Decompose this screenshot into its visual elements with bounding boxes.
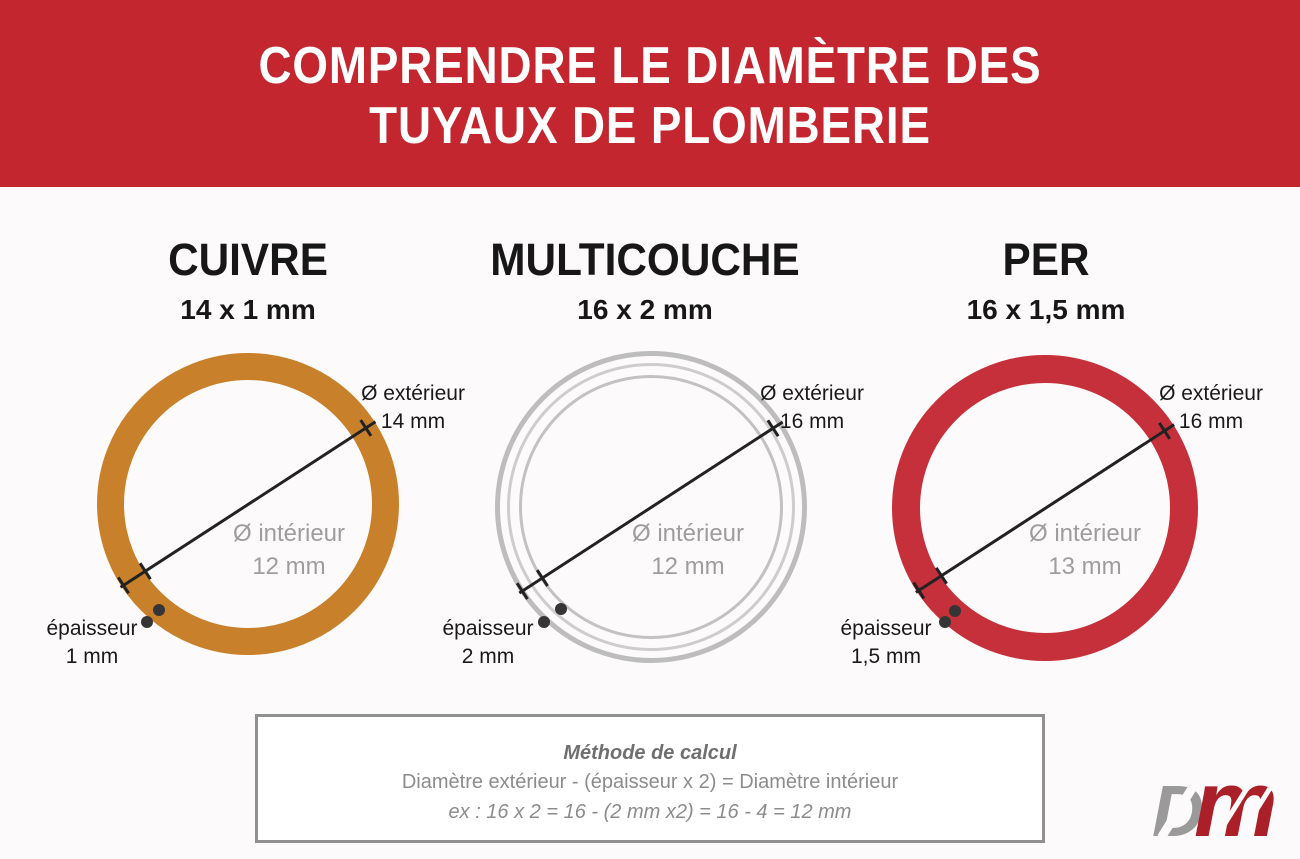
thickness-dot-outer [939,616,951,628]
pipe-ring-multicouche-middle-layer [507,363,795,651]
pipe-dimensions-per: 16 x 1,5 mm [966,294,1126,325]
outer-diameter-value: 14 mm [380,410,446,433]
thickness-value: 2 mm [461,645,515,668]
inner-diameter-text: Ø intérieur [1028,520,1142,547]
outer-diameter-value: 16 mm [1178,410,1244,433]
thickness-dot-inner [555,603,567,615]
thickness-text: épaisseur [840,617,932,640]
page-title-line1: COMPRENDRE LE DIAMÈTRE DES [258,37,1042,95]
thickness-dot-outer [538,616,550,628]
outer-diameter-label-per: Ø extérieur 16 mm [1159,380,1263,436]
inner-diameter-label-per: Ø intérieur 13 mm [1029,517,1141,583]
outer-diameter-label-cuivre: Ø extérieur 14 mm [361,380,465,436]
pipe-name-per: PER [1002,234,1090,285]
inner-diameter-label-multicouche: Ø intérieur 12 mm [632,517,744,583]
outer-diameter-text: Ø extérieur [760,382,864,405]
outer-diameter-text: Ø extérieur [1159,382,1263,405]
pipe-dimensions-multicouche: 16 x 2 mm [577,294,713,325]
pipe-ring-multicouche-inner-layer [519,375,783,639]
inner-diameter-value: 12 mm [651,553,725,580]
outer-diameter-label-multicouche: Ø extérieur 16 mm [760,380,864,436]
thickness-dot-outer [141,616,153,628]
outer-diameter-text: Ø extérieur [361,382,465,405]
page-title-line2: TUYAUX DE PLOMBERIE [369,97,931,155]
pipe-name-cuivre: CUIVRE [168,234,328,285]
inner-diameter-value: 13 mm [1048,553,1122,580]
pipe-name-multicouche: MULTICOUCHE [490,234,800,285]
method-box-title: Méthode de calcul [563,742,737,764]
inner-diameter-label-cuivre: Ø intérieur 12 mm [233,517,345,583]
inner-diameter-text: Ø intérieur [631,520,745,547]
thickness-label-per: épaisseur 1,5 mm [840,615,931,671]
thickness-dot-inner [153,604,165,616]
thickness-label-cuivre: épaisseur 1 mm [46,615,137,671]
method-box: Méthode de calcul Diamètre extérieur - (… [255,714,1045,843]
thickness-value: 1 mm [65,645,119,668]
dm-logo: D m [1152,756,1282,850]
pipe-ring-multicouche [495,351,807,663]
page-title: COMPRENDRE LE DIAMÈTRE DES TUYAUX DE PLO… [78,36,1222,156]
thickness-text: épaisseur [442,617,534,640]
thickness-label-multicouche: épaisseur 2 mm [442,615,533,671]
inner-diameter-text: Ø intérieur [232,520,346,547]
header-banner: COMPRENDRE LE DIAMÈTRE DES TUYAUX DE PLO… [0,0,1300,187]
outer-diameter-value: 16 mm [779,410,845,433]
thickness-dot-inner [949,605,961,617]
method-box-formula: Diamètre extérieur - (épaisseur x 2) = D… [401,771,899,793]
inner-diameter-value: 12 mm [252,553,326,580]
thickness-value: 1,5 mm [850,645,921,668]
method-box-example: ex : 16 x 2 = 16 - (2 mm x2) = 16 - 4 = … [448,801,852,823]
pipe-dimensions-cuivre: 14 x 1 mm [180,294,316,325]
thickness-text: épaisseur [46,617,138,640]
